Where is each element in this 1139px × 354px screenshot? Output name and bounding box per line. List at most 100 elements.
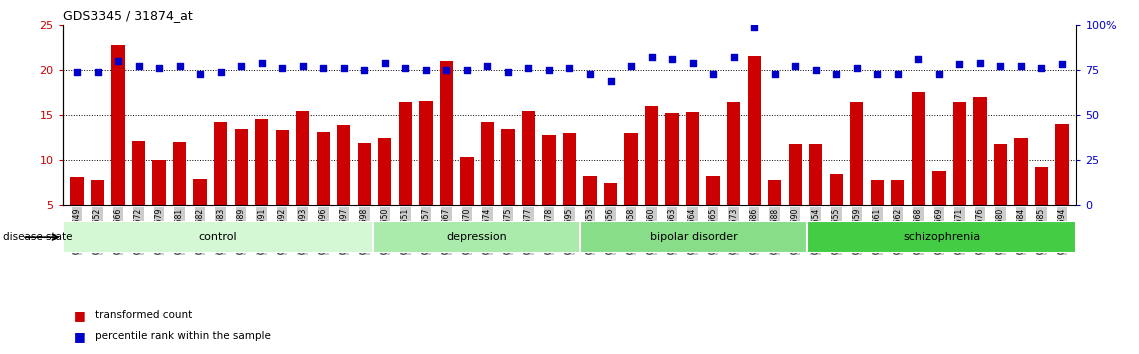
Bar bbox=[727, 102, 740, 251]
Bar bbox=[706, 176, 720, 251]
Bar bbox=[993, 144, 1007, 251]
Bar bbox=[173, 142, 187, 251]
Point bbox=[212, 69, 230, 75]
Point bbox=[68, 69, 87, 75]
Point bbox=[663, 56, 681, 62]
Bar bbox=[63, 221, 372, 253]
Point bbox=[499, 69, 517, 75]
Bar bbox=[276, 130, 289, 251]
Bar bbox=[542, 135, 556, 251]
Point bbox=[376, 60, 394, 65]
Text: disease state: disease state bbox=[3, 232, 73, 242]
Bar bbox=[372, 221, 580, 253]
Bar bbox=[1056, 124, 1068, 251]
Point bbox=[909, 56, 927, 62]
Bar bbox=[850, 102, 863, 251]
Point bbox=[540, 67, 558, 73]
Text: schizophrenia: schizophrenia bbox=[903, 232, 981, 242]
Point bbox=[786, 63, 804, 69]
Bar bbox=[747, 56, 761, 251]
Point bbox=[868, 71, 886, 76]
Bar bbox=[255, 119, 269, 251]
Bar bbox=[829, 174, 843, 251]
Bar bbox=[809, 144, 822, 251]
Bar bbox=[952, 102, 966, 251]
Bar bbox=[317, 132, 330, 251]
Point bbox=[253, 60, 271, 65]
Point bbox=[355, 67, 374, 73]
Bar bbox=[870, 180, 884, 251]
Point bbox=[601, 78, 620, 84]
Bar bbox=[419, 101, 433, 251]
Point bbox=[150, 65, 169, 71]
Bar bbox=[665, 113, 679, 251]
Bar bbox=[788, 144, 802, 251]
Point bbox=[171, 63, 189, 69]
Point bbox=[1032, 65, 1050, 71]
Text: percentile rank within the sample: percentile rank within the sample bbox=[95, 331, 270, 341]
Bar bbox=[768, 180, 781, 251]
Point bbox=[335, 65, 353, 71]
Point bbox=[396, 65, 415, 71]
Point bbox=[888, 71, 907, 76]
Point bbox=[745, 24, 763, 29]
Bar bbox=[296, 110, 310, 251]
Point bbox=[970, 60, 989, 65]
Bar bbox=[235, 129, 248, 251]
Bar bbox=[440, 61, 453, 251]
Point bbox=[109, 58, 128, 64]
Point bbox=[806, 67, 825, 73]
Bar bbox=[580, 221, 808, 253]
Point bbox=[683, 60, 702, 65]
Text: transformed count: transformed count bbox=[95, 310, 191, 320]
Bar bbox=[112, 45, 124, 251]
Bar bbox=[624, 133, 638, 251]
Bar bbox=[891, 180, 904, 251]
Bar bbox=[91, 180, 104, 251]
Bar bbox=[194, 179, 207, 251]
Bar bbox=[522, 110, 535, 251]
Text: GDS3345 / 31874_at: GDS3345 / 31874_at bbox=[63, 9, 192, 22]
Bar bbox=[378, 138, 392, 251]
Point bbox=[724, 55, 743, 60]
Bar bbox=[1035, 166, 1048, 251]
Point bbox=[950, 62, 968, 67]
Point bbox=[314, 65, 333, 71]
Text: control: control bbox=[198, 232, 237, 242]
Bar bbox=[583, 176, 597, 251]
Point bbox=[232, 63, 251, 69]
Bar bbox=[337, 125, 351, 251]
Point bbox=[847, 65, 866, 71]
Point bbox=[519, 65, 538, 71]
Point bbox=[991, 63, 1009, 69]
Point bbox=[765, 71, 784, 76]
Bar bbox=[358, 143, 371, 251]
Point bbox=[704, 71, 722, 76]
Bar bbox=[808, 221, 1076, 253]
Point bbox=[130, 63, 148, 69]
Point bbox=[560, 65, 579, 71]
Point bbox=[478, 63, 497, 69]
Point bbox=[581, 71, 599, 76]
Bar bbox=[932, 171, 945, 251]
Point bbox=[827, 71, 845, 76]
Bar bbox=[1015, 138, 1027, 251]
Bar bbox=[399, 102, 412, 251]
Bar bbox=[460, 158, 474, 251]
Point bbox=[294, 63, 312, 69]
Point bbox=[273, 65, 292, 71]
Point bbox=[1052, 62, 1071, 67]
Point bbox=[417, 67, 435, 73]
Point bbox=[622, 63, 640, 69]
Bar bbox=[153, 160, 166, 251]
Point bbox=[929, 71, 948, 76]
Point bbox=[89, 69, 107, 75]
Bar bbox=[481, 122, 494, 251]
Bar bbox=[645, 106, 658, 251]
Point bbox=[642, 55, 661, 60]
Point bbox=[1011, 63, 1030, 69]
Text: depression: depression bbox=[446, 232, 507, 242]
Text: ■: ■ bbox=[74, 309, 85, 321]
Bar bbox=[563, 133, 576, 251]
Bar bbox=[501, 129, 515, 251]
